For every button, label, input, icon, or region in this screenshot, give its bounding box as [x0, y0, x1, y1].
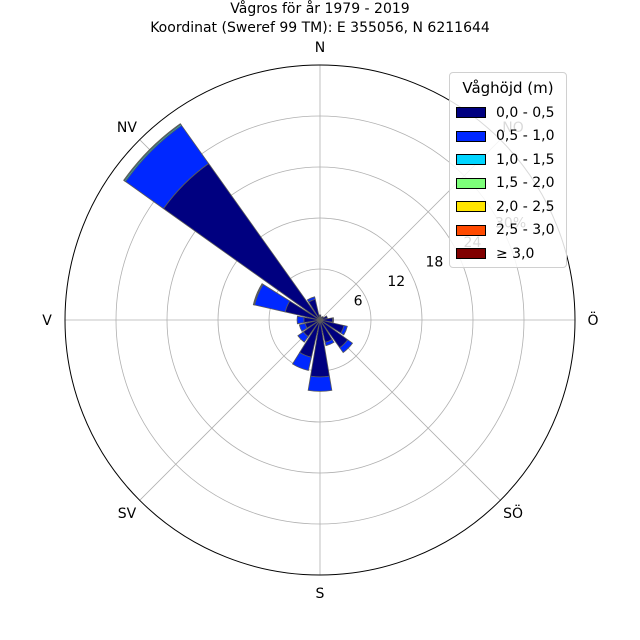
legend-item: 2,0 - 2,5 — [450, 195, 566, 219]
legend-items: 0,0 - 0,5 0,5 - 1,0 1,0 - 1,5 1,5 - 2,0 2,0 … — [450, 101, 566, 266]
legend-item: 0,5 - 1,0 — [450, 125, 566, 149]
legend-swatch — [456, 177, 486, 189]
legend-swatch — [456, 154, 486, 166]
rose-bar-ssö — [324, 338, 335, 347]
legend-label: 0,0 - 0,5 — [496, 104, 555, 121]
legend-label: 1,5 - 2,0 — [496, 175, 555, 192]
direction-label-ö: Ö — [587, 311, 598, 329]
direction-label-sv: SV — [118, 506, 137, 522]
radial-tick-label: 6 — [354, 293, 363, 309]
direction-label-s: S — [316, 586, 325, 602]
direction-label-n: N — [315, 40, 325, 56]
legend-title: Våghöjd (m) — [462, 79, 554, 97]
rose-bar-nv — [162, 162, 321, 321]
legend-item: 1,5 - 2,0 — [450, 172, 566, 196]
legend-item: 2,5 - 3,0 — [450, 219, 566, 243]
rose-bar-sv — [297, 331, 309, 343]
legend-label: 2,5 - 3,0 — [496, 222, 555, 239]
legend-item: 0,0 - 0,5 — [450, 101, 566, 125]
rose-bar-v — [296, 315, 305, 325]
legend-label: 1,0 - 1,5 — [496, 151, 555, 168]
direction-label-nv: NV — [117, 120, 137, 136]
legend: Våghöjd (m) 0,0 - 0,5 0,5 - 1,0 1,0 - 1,5 1… — [449, 72, 567, 268]
legend-item: 1,0 - 1,5 — [450, 148, 566, 172]
rose-bar-nv — [123, 123, 182, 182]
radial-tick-label: 12 — [387, 274, 405, 290]
rose-bar-nnv — [306, 296, 316, 303]
legend-label: 2,0 - 2,5 — [496, 198, 555, 215]
rose-bar-ö — [332, 317, 334, 323]
legend-swatch — [456, 107, 486, 119]
rose-bar-s — [307, 375, 333, 392]
direction-label-sö: SÖ — [503, 504, 523, 522]
legend-label: ≥ 3,0 — [496, 245, 535, 262]
legend-swatch — [456, 248, 486, 260]
rose-bar-vnv — [252, 283, 263, 306]
rose-bar-ösö — [340, 325, 348, 336]
legend-swatch — [456, 130, 486, 142]
direction-label-v: V — [42, 313, 52, 329]
chart-title: Vågros för år 1979 - 2019 — [230, 1, 410, 17]
legend-label: 0,5 - 1,0 — [496, 128, 555, 145]
chart-subtitle: Koordinat (Sweref 99 TM): E 355056, N 62… — [150, 20, 490, 36]
legend-swatch — [456, 224, 486, 236]
legend-item: ≥ 3,0 — [450, 242, 566, 266]
plot-frame — [64, 64, 576, 576]
rose-bar-ssv — [291, 351, 312, 372]
rose-bar-önö — [319, 315, 328, 321]
radial-tick-label: 18 — [425, 254, 443, 270]
grid-spoke — [319, 319, 501, 501]
rose-bar-sö — [339, 339, 354, 354]
chart-title-block: Vågros för år 1979 - 2019 Koordinat (Swe… — [0, 0, 640, 38]
rose-bar-vsv — [298, 322, 308, 332]
grid-spoke — [139, 319, 321, 501]
legend-swatch — [456, 201, 486, 213]
